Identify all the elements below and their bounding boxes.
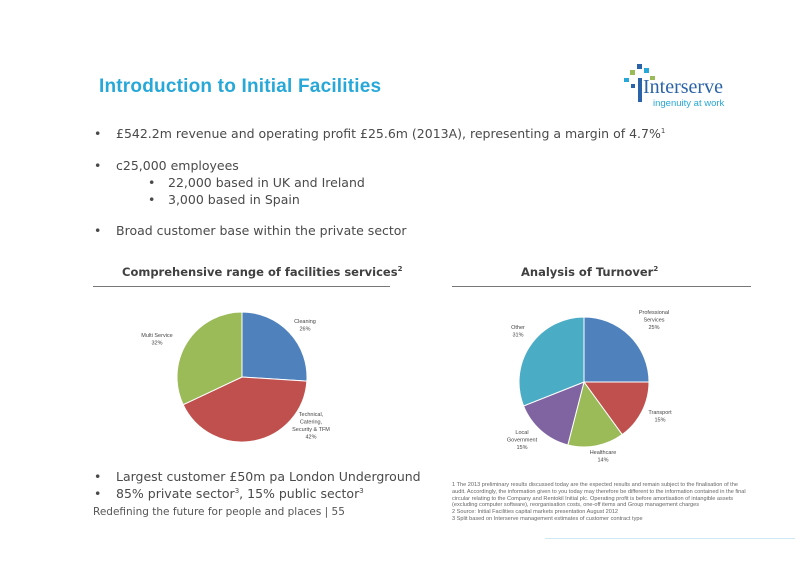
pie-slice-label: Professional Services 25% bbox=[639, 310, 669, 331]
footnotes: 1 The 2013 preliminary results discussed… bbox=[452, 482, 752, 523]
logo-tagline: ingenuity at work bbox=[653, 98, 725, 109]
services-pie-chart: Cleaning 26% Technical, Catering, Security &… bbox=[141, 311, 330, 443]
bullet-employees: • c25,000 employees bbox=[94, 158, 239, 173]
pie-slice-label: Multi Service 32% bbox=[141, 333, 172, 347]
pie-slice bbox=[241, 311, 308, 382]
bullet-largest-customer: • Largest customer £50m pa London Undergr… bbox=[94, 469, 421, 484]
bullet-dot: • bbox=[94, 486, 102, 501]
logo-figure-icon bbox=[624, 64, 655, 102]
pie-slice-label: Technical, Catering, Security & TFM 42% bbox=[292, 412, 330, 441]
pie-slice bbox=[583, 381, 650, 436]
page-title: Introduction to Initial Facilities bbox=[99, 76, 382, 97]
bullet-revenue: • £542.2m revenue and operating profit £2… bbox=[94, 126, 666, 141]
footnote-1: 1 The 2013 preliminary results discussed… bbox=[452, 482, 746, 509]
bottom-accent-line bbox=[545, 538, 795, 539]
footer-text: Redefining the future for people and pla… bbox=[93, 506, 345, 518]
bullet-dot: • bbox=[148, 192, 156, 207]
bullet-dot: • bbox=[94, 469, 102, 484]
chart-title-divider bbox=[452, 286, 751, 287]
pie-slice bbox=[176, 311, 243, 406]
bullet-dot: • bbox=[94, 223, 102, 238]
bullet-sector-split: • 85% private sector3, 15% public sector3 bbox=[94, 486, 364, 501]
pie-slice bbox=[522, 381, 585, 446]
turnover-pie-chart: Professional Services 25% Transport 15% Healt… bbox=[507, 310, 672, 464]
pie-slice-label: Healthcare 14% bbox=[590, 450, 617, 464]
pie-slice bbox=[567, 380, 623, 448]
logo-wordmark: Interserve bbox=[643, 76, 723, 98]
footnote-3: 3 Split based on Interserve management e… bbox=[452, 515, 643, 522]
sub-bullet-spain: • 3,000 based in Spain bbox=[148, 192, 300, 207]
footnote-2: 2 Source: Initial Facilities capital mar… bbox=[452, 509, 619, 516]
pie-slice-label: Cleaning 26% bbox=[294, 319, 316, 333]
chart-title-divider bbox=[93, 286, 390, 287]
bullet-dot: • bbox=[94, 126, 102, 141]
pie-slice-label: Transport 15% bbox=[648, 410, 672, 424]
chart-title-services: Comprehensive range of facilities servic… bbox=[122, 265, 403, 279]
pie-slice bbox=[583, 316, 650, 383]
bullet-dot: • bbox=[148, 175, 156, 190]
bullet-dot: • bbox=[94, 158, 102, 173]
pie-slice bbox=[518, 316, 585, 407]
pie-slice-label: Local Government 15% bbox=[507, 430, 538, 451]
bullet-customer-base: • Broad customer base within the private … bbox=[94, 223, 407, 238]
chart-title-turnover: Analysis of Turnover2 bbox=[521, 265, 659, 279]
pie-slice bbox=[182, 376, 308, 443]
interserve-logo bbox=[624, 64, 655, 102]
pie-slice-label: Other 31% bbox=[511, 325, 525, 339]
sub-bullet-uk: • 22,000 based in UK and Ireland bbox=[148, 175, 365, 190]
